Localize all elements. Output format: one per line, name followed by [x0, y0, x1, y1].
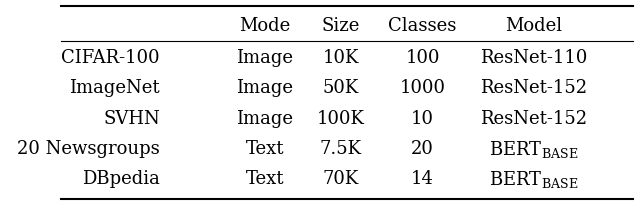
Text: Text: Text	[246, 170, 284, 187]
Text: Image: Image	[237, 79, 294, 97]
Text: BERT$_{\mathregular{BASE}}$: BERT$_{\mathregular{BASE}}$	[489, 138, 578, 159]
Text: ResNet-110: ResNet-110	[480, 49, 588, 67]
Text: DBpedia: DBpedia	[82, 170, 160, 187]
Text: Text: Text	[246, 139, 284, 157]
Text: Image: Image	[237, 49, 294, 67]
Text: Mode: Mode	[239, 17, 291, 34]
Text: 70K: 70K	[323, 170, 359, 187]
Text: 10: 10	[411, 109, 434, 127]
Text: ResNet-152: ResNet-152	[480, 109, 587, 127]
Text: 50K: 50K	[323, 79, 359, 97]
Text: 20 Newsgroups: 20 Newsgroups	[17, 139, 160, 157]
Text: Classes: Classes	[388, 17, 457, 34]
Text: 100: 100	[405, 49, 440, 67]
Text: 20: 20	[411, 139, 434, 157]
Text: ResNet-152: ResNet-152	[480, 79, 587, 97]
Text: Image: Image	[237, 109, 294, 127]
Text: 10K: 10K	[323, 49, 359, 67]
Text: 1000: 1000	[399, 79, 445, 97]
Text: ImageNet: ImageNet	[69, 79, 160, 97]
Text: 7.5K: 7.5K	[320, 139, 362, 157]
Text: Model: Model	[505, 17, 562, 34]
Text: Size: Size	[322, 17, 360, 34]
Text: SVHN: SVHN	[103, 109, 160, 127]
Text: BERT$_{\mathregular{BASE}}$: BERT$_{\mathregular{BASE}}$	[489, 168, 578, 189]
Text: 14: 14	[411, 170, 434, 187]
Text: 100K: 100K	[317, 109, 365, 127]
Text: CIFAR-100: CIFAR-100	[61, 49, 160, 67]
